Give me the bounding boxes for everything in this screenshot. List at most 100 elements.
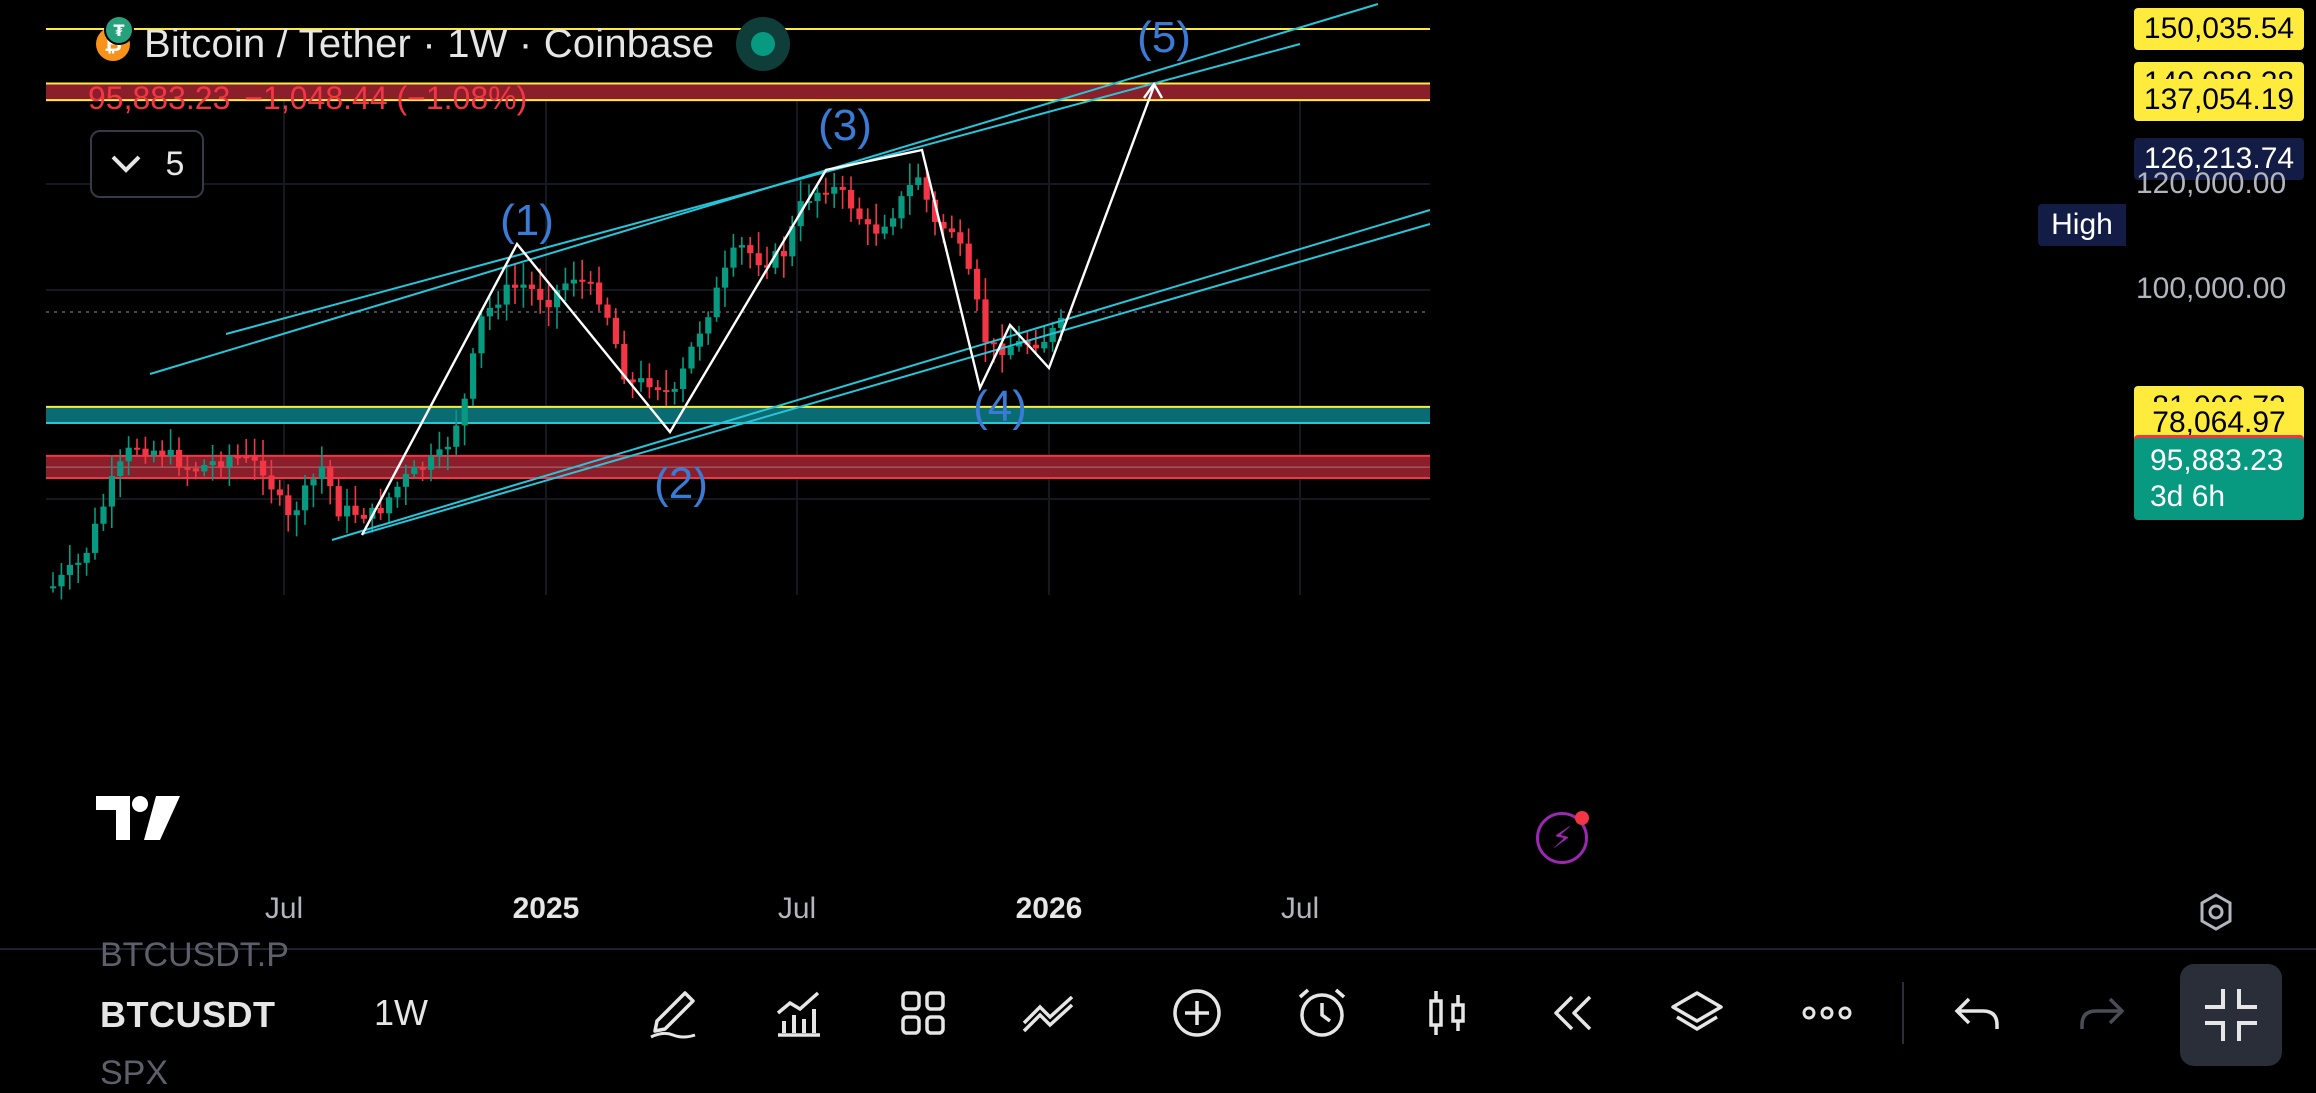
candle-body xyxy=(932,199,939,222)
drawing-icon xyxy=(1022,995,1074,1033)
candle-body xyxy=(747,245,754,254)
time-tick-label: 2026 xyxy=(1015,892,1083,925)
flash-icon[interactable]: ⚡ xyxy=(1536,811,1589,864)
candle-body xyxy=(621,343,628,380)
undo-icon xyxy=(1954,997,1999,1029)
candle-body xyxy=(554,290,561,308)
candle-body xyxy=(142,448,149,456)
candle-body xyxy=(612,317,619,344)
indicators-toggle-button[interactable]: 5 xyxy=(90,130,204,198)
candle-body xyxy=(411,467,418,474)
pencil-icon xyxy=(650,991,696,1039)
candle-body xyxy=(814,192,821,202)
candle-body xyxy=(688,346,695,369)
replay-icon xyxy=(1554,995,1592,1031)
high-label: High xyxy=(2038,204,2126,246)
candle-body xyxy=(990,342,997,345)
wave-label: (1) xyxy=(500,196,554,245)
candle-body xyxy=(638,378,645,383)
candle-body xyxy=(352,505,359,515)
channel-upper-inner xyxy=(225,43,1301,335)
candle-body xyxy=(654,387,661,391)
indicators-button[interactable] xyxy=(763,978,833,1048)
candle-body xyxy=(50,586,57,589)
drawing-tools-button[interactable] xyxy=(1013,978,1083,1048)
price-level-badge[interactable]: 150,035.54 xyxy=(2134,8,2304,50)
current-price: 95,883.23 xyxy=(2150,444,2284,477)
candle-body xyxy=(192,468,199,472)
candle-body xyxy=(159,450,166,457)
candle-body xyxy=(646,378,653,388)
candle-body xyxy=(176,449,183,468)
candle-body xyxy=(545,299,552,308)
undo-button[interactable] xyxy=(1942,978,2012,1048)
candle-body xyxy=(184,467,191,470)
candle-body xyxy=(696,333,703,347)
candle-body xyxy=(108,476,115,507)
alert-button[interactable] xyxy=(1287,978,1357,1048)
price-level-badge[interactable]: 126,213.74 xyxy=(2134,138,2304,181)
candle-body xyxy=(890,218,897,227)
price-chart[interactable]: (1) (2) (3) (4) (5) xyxy=(0,0,2316,940)
wave-labels: (1) (2) (3) (4) (5) xyxy=(500,13,1191,508)
time-tick-label: Jul xyxy=(777,892,817,925)
candle-body xyxy=(923,177,930,200)
candle-body xyxy=(268,475,275,490)
previous-symbol[interactable]: BTCUSDT.P xyxy=(100,936,289,974)
fullscreen-button[interactable] xyxy=(2180,964,2282,1066)
more-icon xyxy=(1802,1006,1852,1020)
candle-body xyxy=(444,446,451,450)
layers-button[interactable] xyxy=(1662,978,1732,1048)
candle-body xyxy=(486,307,493,317)
candle-body xyxy=(150,450,157,456)
candle-body xyxy=(873,224,880,234)
candle-body xyxy=(310,479,317,486)
candle-body xyxy=(780,251,787,257)
chart-header[interactable]: ₿ ₮ Bitcoin / Tether · 1W · Coinbase xyxy=(96,14,791,74)
symbol-title[interactable]: Bitcoin / Tether · 1W · Coinbase xyxy=(144,21,715,66)
candle-body xyxy=(293,510,300,516)
candle-body xyxy=(344,505,351,517)
draw-button[interactable] xyxy=(638,978,708,1048)
price-change: −1,048.44 (−1.08%) xyxy=(244,80,528,116)
price-level-badge[interactable]: 137,054.19 xyxy=(2134,79,2304,122)
add-button[interactable] xyxy=(1162,978,1232,1048)
price-tick-label: 100,000.00 xyxy=(2136,272,2287,305)
trend-channels xyxy=(149,3,1431,541)
interval-selector[interactable]: 1W xyxy=(374,992,428,1033)
candle-body xyxy=(461,398,468,426)
elliott-waves xyxy=(360,81,1164,536)
tether-icon: ₮ xyxy=(104,15,134,45)
current-price-badge: 95,883.23 3d 6h xyxy=(2134,438,2304,520)
candle-body xyxy=(528,284,535,289)
layers-icon xyxy=(1671,991,1723,1032)
candle-body xyxy=(512,284,519,288)
wave-label: (5) xyxy=(1137,13,1191,62)
candlesticks xyxy=(50,163,1065,600)
symbol-selector[interactable]: BTCUSDT xyxy=(100,994,276,1035)
next-symbol[interactable]: SPX xyxy=(100,1054,169,1092)
indicators-count: 5 xyxy=(165,144,185,183)
redo-button[interactable] xyxy=(2067,978,2137,1048)
chart-type-button[interactable] xyxy=(1412,978,1482,1048)
candle-body xyxy=(864,219,871,225)
candle-body xyxy=(419,467,426,470)
wave-label: (2) xyxy=(654,459,708,508)
candle-body xyxy=(520,284,527,288)
more-button[interactable] xyxy=(1792,978,1862,1048)
support-zone xyxy=(46,406,1430,423)
settings-icon[interactable] xyxy=(2196,892,2236,932)
candle-body xyxy=(772,251,779,268)
layout-button[interactable] xyxy=(888,978,958,1048)
bitcoin-icon: ₿ ₮ xyxy=(96,15,134,61)
candle-body xyxy=(327,466,334,487)
wave-label: (3) xyxy=(818,101,872,150)
time-tick-label: Jul xyxy=(264,892,304,925)
candle-body xyxy=(839,187,846,190)
candle-body xyxy=(1007,346,1014,356)
candle-body xyxy=(898,196,905,219)
replay-button[interactable] xyxy=(1537,978,1607,1048)
candle-body xyxy=(478,316,485,354)
candle-body xyxy=(209,461,216,466)
candle-body xyxy=(680,368,687,389)
